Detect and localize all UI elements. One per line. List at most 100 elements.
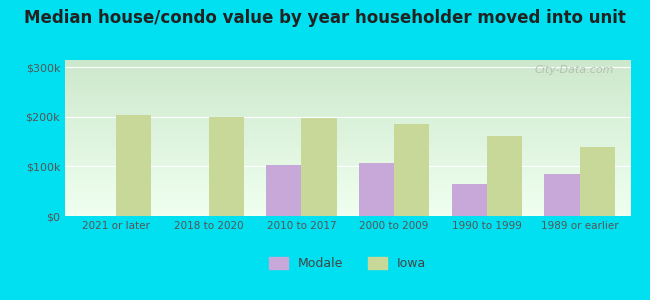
Bar xyxy=(65,172,630,174)
Bar xyxy=(65,100,630,102)
Bar xyxy=(65,112,630,113)
Bar xyxy=(65,183,630,185)
Bar xyxy=(65,168,630,169)
Bar xyxy=(65,60,630,61)
Bar xyxy=(65,85,630,86)
Bar xyxy=(65,91,630,93)
Bar xyxy=(65,194,630,196)
Bar xyxy=(266,166,302,216)
Bar xyxy=(65,207,630,208)
Bar xyxy=(65,122,630,124)
Bar xyxy=(65,80,630,82)
Bar xyxy=(209,117,244,216)
Bar xyxy=(65,133,630,135)
Bar xyxy=(65,151,630,152)
Bar xyxy=(580,147,615,216)
Bar xyxy=(65,190,630,191)
Bar xyxy=(65,71,630,73)
Bar xyxy=(65,138,630,140)
Bar xyxy=(65,99,630,100)
Bar xyxy=(65,152,630,154)
Bar xyxy=(65,73,630,74)
Bar xyxy=(65,149,630,151)
Bar xyxy=(65,160,630,161)
Bar xyxy=(65,118,630,119)
Bar xyxy=(544,174,580,216)
Bar xyxy=(65,193,630,194)
Bar xyxy=(65,196,630,197)
Bar xyxy=(65,213,630,214)
Bar xyxy=(65,154,630,155)
Bar xyxy=(394,124,430,216)
Bar xyxy=(65,136,630,138)
Bar xyxy=(65,113,630,115)
Bar xyxy=(65,200,630,202)
Bar xyxy=(65,129,630,130)
Bar xyxy=(65,185,630,186)
Bar xyxy=(65,171,630,172)
Bar xyxy=(65,214,630,216)
Bar xyxy=(65,82,630,83)
Bar xyxy=(65,90,630,91)
Bar xyxy=(65,203,630,205)
Bar xyxy=(65,178,630,180)
Bar xyxy=(65,140,630,141)
Bar xyxy=(65,186,630,188)
Bar xyxy=(65,130,630,132)
Bar xyxy=(65,132,630,133)
Bar xyxy=(65,107,630,108)
Bar xyxy=(65,66,630,68)
Bar xyxy=(65,141,630,143)
Bar xyxy=(65,108,630,110)
Bar xyxy=(65,164,630,166)
Bar xyxy=(65,197,630,199)
Bar xyxy=(65,116,630,118)
Bar xyxy=(65,177,630,178)
Bar xyxy=(65,121,630,122)
Bar xyxy=(65,102,630,104)
Bar xyxy=(65,208,630,210)
Bar xyxy=(65,135,630,136)
Bar xyxy=(65,188,630,190)
Bar xyxy=(65,176,630,177)
Bar xyxy=(65,110,630,112)
Legend: Modale, Iowa: Modale, Iowa xyxy=(264,252,432,275)
Bar xyxy=(65,98,630,99)
Bar xyxy=(65,104,630,105)
Bar xyxy=(65,125,630,127)
Bar xyxy=(65,88,630,90)
Bar xyxy=(65,202,630,203)
Bar xyxy=(65,155,630,157)
Bar xyxy=(65,127,630,129)
Bar xyxy=(65,158,630,160)
Bar xyxy=(65,63,630,65)
Bar xyxy=(65,210,630,211)
Bar xyxy=(65,83,630,85)
Bar xyxy=(359,163,394,216)
Bar xyxy=(116,116,151,216)
Bar xyxy=(487,136,522,216)
Bar xyxy=(65,119,630,121)
Bar xyxy=(65,146,630,147)
Text: Median house/condo value by year householder moved into unit: Median house/condo value by year househo… xyxy=(24,9,626,27)
Bar xyxy=(65,211,630,213)
Bar xyxy=(65,161,630,163)
Bar xyxy=(65,94,630,96)
Bar xyxy=(65,69,630,71)
Bar xyxy=(65,115,630,116)
Bar xyxy=(302,118,337,216)
Bar xyxy=(65,180,630,182)
Bar xyxy=(65,163,630,164)
Bar xyxy=(65,199,630,200)
Bar xyxy=(65,182,630,183)
Bar xyxy=(65,124,630,125)
Bar xyxy=(65,61,630,63)
Bar xyxy=(65,96,630,98)
Bar xyxy=(65,77,630,79)
Bar xyxy=(65,143,630,144)
Bar xyxy=(65,93,630,94)
Bar xyxy=(65,105,630,107)
Bar xyxy=(65,86,630,88)
Bar xyxy=(65,79,630,80)
Bar xyxy=(65,65,630,66)
